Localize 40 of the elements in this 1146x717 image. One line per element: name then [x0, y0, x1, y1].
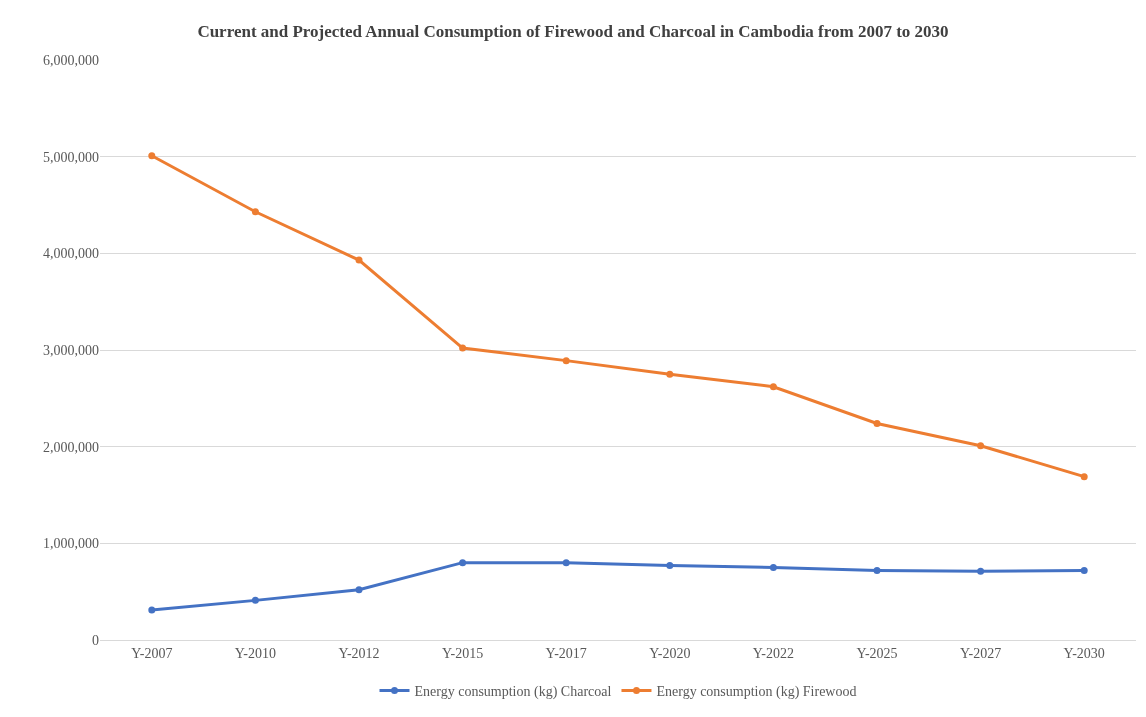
y-tick-label: 2,000,000	[43, 439, 99, 455]
x-tick-label: Y-2012	[338, 645, 380, 661]
x-tick-label: Y-2022	[752, 645, 795, 661]
y-tick-label: 6,000,000	[43, 52, 99, 68]
point	[873, 566, 881, 574]
y-tick-label: 1,000,000	[43, 536, 99, 552]
point	[251, 208, 259, 216]
point	[666, 562, 674, 570]
point	[1080, 566, 1088, 574]
x-tick-label: Y-2015	[441, 645, 484, 661]
point	[459, 344, 467, 352]
y-tick-label: 5,000,000	[43, 149, 99, 165]
x-tick-label: Y-2010	[234, 645, 277, 661]
x-tick-label: Y-2025	[856, 645, 898, 661]
legend-label: Energy consumption (kg) Charcoal	[414, 683, 612, 700]
x-tick-label: Y-2007	[131, 645, 173, 661]
point	[769, 383, 777, 391]
chart-title: Current and Projected Annual Consumption of Firewood and Charcoal in Cambodia from 2007 to 2030	[197, 21, 949, 41]
point	[562, 559, 570, 567]
x-tick-label: Y-2020	[649, 645, 691, 661]
y-tick-label: 3,000,000	[43, 342, 99, 358]
point	[977, 442, 985, 450]
point	[666, 370, 674, 378]
point	[148, 152, 156, 160]
legend-label: Energy consumption (kg) Firewood	[656, 683, 857, 700]
point	[769, 564, 777, 571]
y-tick-label: 0	[92, 632, 99, 648]
x-tick-label: Y-2027	[959, 645, 1002, 661]
point	[459, 559, 467, 567]
point	[148, 606, 156, 614]
point	[1080, 473, 1088, 481]
y-tick-label: 4,000,000	[43, 246, 99, 262]
x-tick-label: Y-2030	[1063, 645, 1105, 661]
point	[355, 586, 363, 594]
point	[355, 256, 363, 264]
point	[977, 567, 985, 575]
point	[562, 357, 570, 365]
point	[873, 419, 881, 427]
x-tick-label: Y-2017	[545, 645, 587, 661]
point	[251, 596, 259, 604]
